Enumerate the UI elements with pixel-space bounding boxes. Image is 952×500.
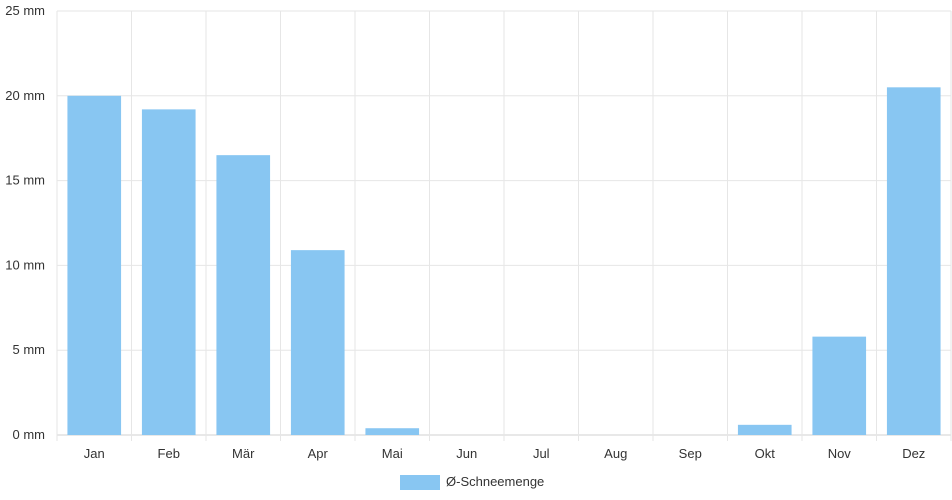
bar-mär[interactable]	[216, 155, 271, 435]
bar-jan[interactable]	[67, 95, 122, 436]
y-tick-label: 20 mm	[5, 88, 45, 103]
legend[interactable]: Ø-Schneemenge	[400, 474, 544, 490]
x-tick-label: Jul	[533, 446, 550, 461]
x-axis-ticks: Jan Feb Mär Apr Mai Jun Jul Aug Sep Okt Nov Dez	[84, 446, 926, 461]
x-tick-label: Jan	[84, 446, 105, 461]
y-tick-label: 0 mm	[13, 427, 46, 442]
x-tick-label: Nov	[828, 446, 852, 461]
y-tick-label: 10 mm	[5, 257, 45, 272]
x-tick-label: Mär	[232, 446, 255, 461]
x-tick-label: Dez	[902, 446, 925, 461]
x-tick-label: Mai	[382, 446, 403, 461]
y-tick-label: 15 mm	[5, 173, 45, 188]
legend-swatch	[400, 475, 440, 490]
y-tick-label: 5 mm	[13, 342, 46, 357]
bar-feb[interactable]	[141, 109, 196, 436]
legend-label: Ø-Schneemenge	[446, 474, 544, 489]
bars	[67, 87, 941, 436]
x-tick-label: Apr	[308, 446, 329, 461]
bar-apr[interactable]	[290, 250, 345, 435]
x-tick-label: Aug	[604, 446, 627, 461]
grid	[56, 10, 952, 441]
x-tick-label: Okt	[755, 446, 776, 461]
bar-mai[interactable]	[365, 428, 420, 435]
bar-dez[interactable]	[886, 87, 941, 435]
bar-okt[interactable]	[737, 424, 792, 435]
y-tick-label: 25 mm	[5, 3, 45, 18]
bar-nov[interactable]	[812, 336, 867, 435]
x-tick-label: Feb	[158, 446, 180, 461]
y-axis-ticks: 0 mm 5 mm 10 mm 15 mm 20 mm 25 mm	[5, 3, 45, 442]
x-tick-label: Jun	[456, 446, 477, 461]
x-tick-label: Sep	[679, 446, 702, 461]
